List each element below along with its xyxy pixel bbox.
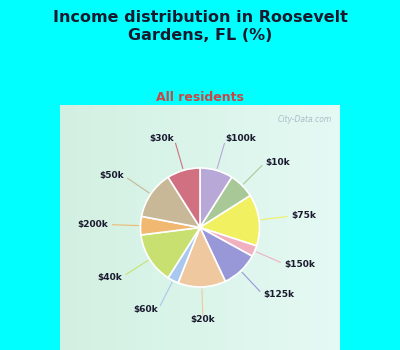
Wedge shape (140, 216, 200, 235)
Wedge shape (178, 228, 225, 287)
Wedge shape (200, 168, 232, 228)
Text: $40k: $40k (97, 273, 122, 281)
Wedge shape (142, 177, 200, 228)
Text: $75k: $75k (292, 211, 316, 220)
Wedge shape (200, 228, 256, 256)
Wedge shape (200, 196, 260, 246)
Text: Income distribution in Roosevelt
Gardens, FL (%): Income distribution in Roosevelt Gardens… (52, 10, 348, 43)
Text: $150k: $150k (285, 260, 316, 269)
Wedge shape (168, 228, 200, 283)
Text: $50k: $50k (99, 171, 124, 180)
Text: $125k: $125k (263, 290, 294, 299)
Text: $30k: $30k (150, 134, 174, 143)
Text: $200k: $200k (77, 220, 108, 229)
Text: $10k: $10k (265, 158, 290, 167)
Wedge shape (200, 177, 250, 228)
Text: $20k: $20k (190, 315, 215, 324)
Text: City-Data.com: City-Data.com (277, 115, 332, 124)
Text: $60k: $60k (134, 305, 158, 314)
Text: $100k: $100k (226, 134, 256, 143)
Wedge shape (141, 228, 200, 278)
Text: All residents: All residents (156, 91, 244, 104)
Wedge shape (200, 228, 252, 281)
Wedge shape (168, 168, 200, 228)
